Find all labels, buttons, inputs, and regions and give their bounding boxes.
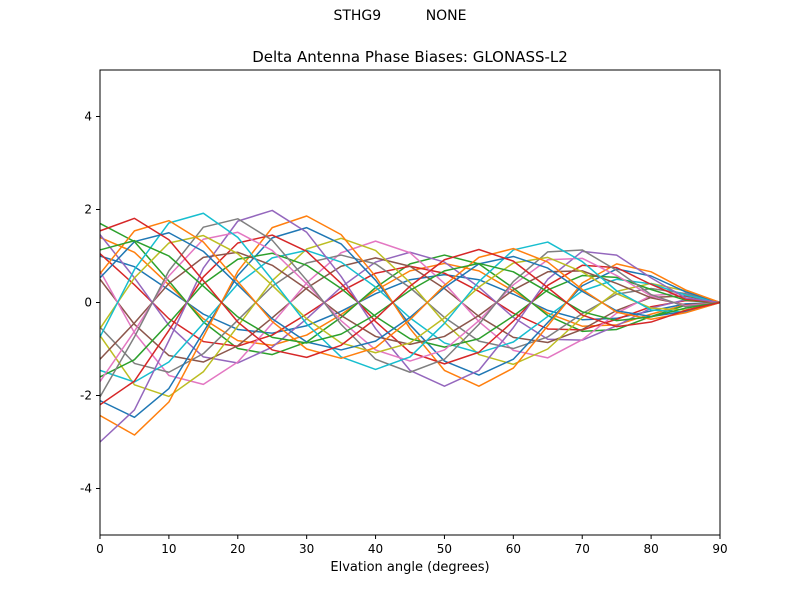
chart-line-series-18 xyxy=(99,218,721,398)
x-tick-label: 90 xyxy=(712,542,727,556)
x-tick-label: 10 xyxy=(161,542,176,556)
x-tick-label: 80 xyxy=(643,542,658,556)
chart-line-series-17 xyxy=(99,231,721,382)
chart-line-series-02 xyxy=(99,236,721,347)
axes-spines xyxy=(99,69,721,536)
x-tick-label: 40 xyxy=(368,542,383,556)
axes-title: Delta Antenna Phase Biases: GLONASS-L2 xyxy=(252,48,568,66)
chart-line-series-15 xyxy=(99,209,721,443)
chart-line-series-14 xyxy=(99,234,721,406)
chart-line-series-22 xyxy=(99,219,721,360)
x-tick-label: 60 xyxy=(506,542,521,556)
y-tick-label: -2 xyxy=(80,389,92,403)
x-tick-label: 0 xyxy=(96,542,104,556)
figure-suptitle: STHG9 NONE xyxy=(333,8,467,24)
chart-line-series-16 xyxy=(99,251,721,360)
chart-line-series-21 xyxy=(99,232,721,351)
chart-line-series-23 xyxy=(99,239,721,344)
chart-line-series-07 xyxy=(99,240,721,386)
x-tick-label: 50 xyxy=(437,542,452,556)
x-axis-label: Elvation angle (degrees) xyxy=(330,560,490,575)
chart-line-series-20 xyxy=(99,212,721,371)
y-tick-label: 0 xyxy=(84,296,92,310)
x-tick-label: 30 xyxy=(299,542,314,556)
x-tick-label: 70 xyxy=(575,542,590,556)
y-tick-label: -4 xyxy=(80,482,92,496)
x-tick-label: 20 xyxy=(230,542,245,556)
y-tick-label: 4 xyxy=(84,110,92,124)
chart-line-series-19 xyxy=(99,234,721,354)
chart-line-series-01 xyxy=(99,255,721,334)
chart-line-series-11 xyxy=(99,226,721,419)
chart-line-series-24 xyxy=(99,217,721,359)
chart-line-series-13 xyxy=(99,252,721,378)
chart-line-series-03 xyxy=(99,222,721,356)
chart-line-series-12 xyxy=(99,215,721,436)
y-tick-label: 2 xyxy=(84,203,92,217)
